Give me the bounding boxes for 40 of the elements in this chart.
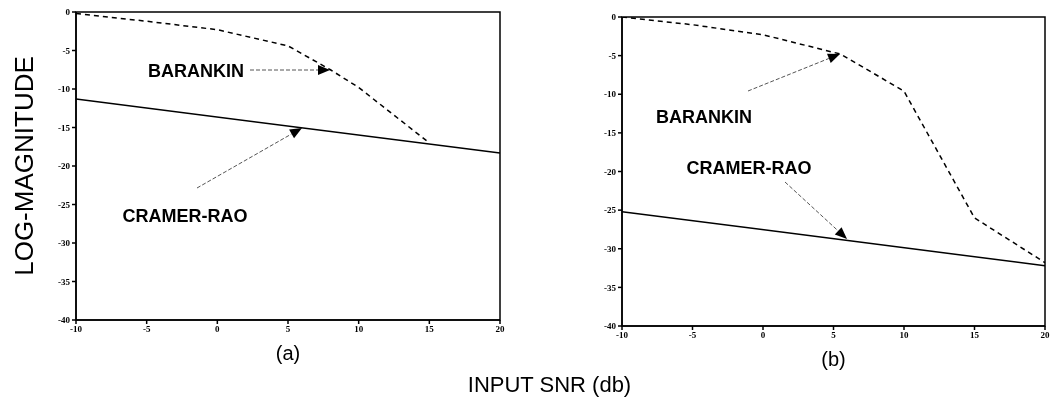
y-tick-label: -10 [604, 89, 617, 100]
x-tick-label: -10 [616, 330, 629, 341]
x-tick-label: 0 [215, 324, 221, 335]
x-axis-title: INPUT SNR (db) [466, 372, 633, 398]
y-tick-label: -5 [608, 50, 617, 61]
x-tick-label: 10 [899, 330, 909, 341]
y-tick-label: -10 [58, 84, 71, 95]
x-tick-label: 15 [424, 324, 435, 335]
text: (a) [274, 342, 302, 365]
y-tick-label: -20 [604, 166, 617, 177]
y-tick-label: -15 [58, 122, 71, 133]
x-tick-label: 0 [760, 330, 766, 341]
x-tick-label: 20 [495, 324, 505, 335]
annotation: CRAMER-RAO [686, 158, 812, 178]
y-axis-title: LOG-MAGNITUDE [8, 56, 40, 276]
y-tick-label: -25 [604, 205, 617, 216]
y-tick-label: -40 [58, 315, 71, 326]
x-tick-label: 15 [970, 330, 980, 341]
x-tick-label: 5 [285, 324, 291, 335]
y-tick-label: -35 [604, 282, 617, 293]
x-tick-label: -10 [70, 324, 83, 335]
x-tick-label: -5 [142, 324, 151, 335]
y-tick-label: -15 [604, 128, 617, 139]
y-tick-label: -20 [58, 161, 71, 172]
y-tick-label: 0 [65, 7, 71, 18]
annotation: BARANKIN [148, 61, 244, 81]
annotation: CRAMER-RAO [122, 206, 248, 226]
y-tick-label: -5 [62, 45, 71, 56]
y-tick-label: -30 [58, 238, 71, 249]
x-tick-label: 5 [831, 330, 837, 341]
x-tick-label: -5 [688, 330, 697, 341]
text: (b) [820, 348, 847, 371]
y-tick-label: -35 [58, 276, 71, 287]
y-tick-label: -25 [58, 199, 71, 210]
y-tick-label: 0 [611, 12, 617, 23]
annotation: BARANKIN [656, 107, 752, 127]
x-tick-label: 20 [1040, 330, 1050, 341]
y-tick-label: -40 [604, 321, 617, 332]
x-tick-label: 10 [354, 324, 364, 335]
y-tick-label: -30 [604, 243, 617, 254]
